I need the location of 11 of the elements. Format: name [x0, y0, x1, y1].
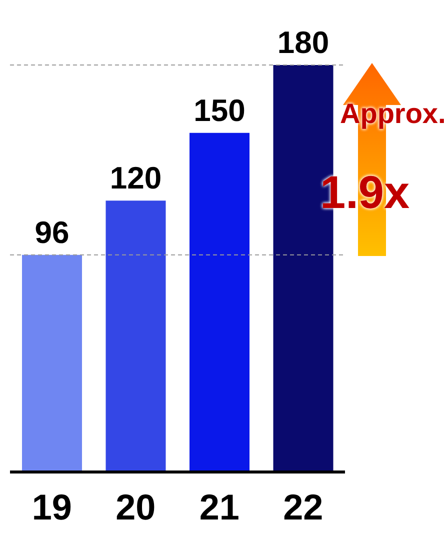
bar [106, 200, 166, 472]
data-label: 120 [110, 160, 162, 196]
x-tick-label: 20 [116, 486, 156, 528]
bar [190, 132, 250, 472]
bar [22, 254, 82, 472]
data-label: 96 [34, 214, 70, 250]
x-tick-label: 19 [32, 486, 72, 528]
x-tick-label: 21 [199, 486, 240, 528]
data-label: 180 [277, 25, 330, 60]
data-label: 150 [194, 92, 246, 128]
x-tick-label: 22 [283, 486, 324, 528]
